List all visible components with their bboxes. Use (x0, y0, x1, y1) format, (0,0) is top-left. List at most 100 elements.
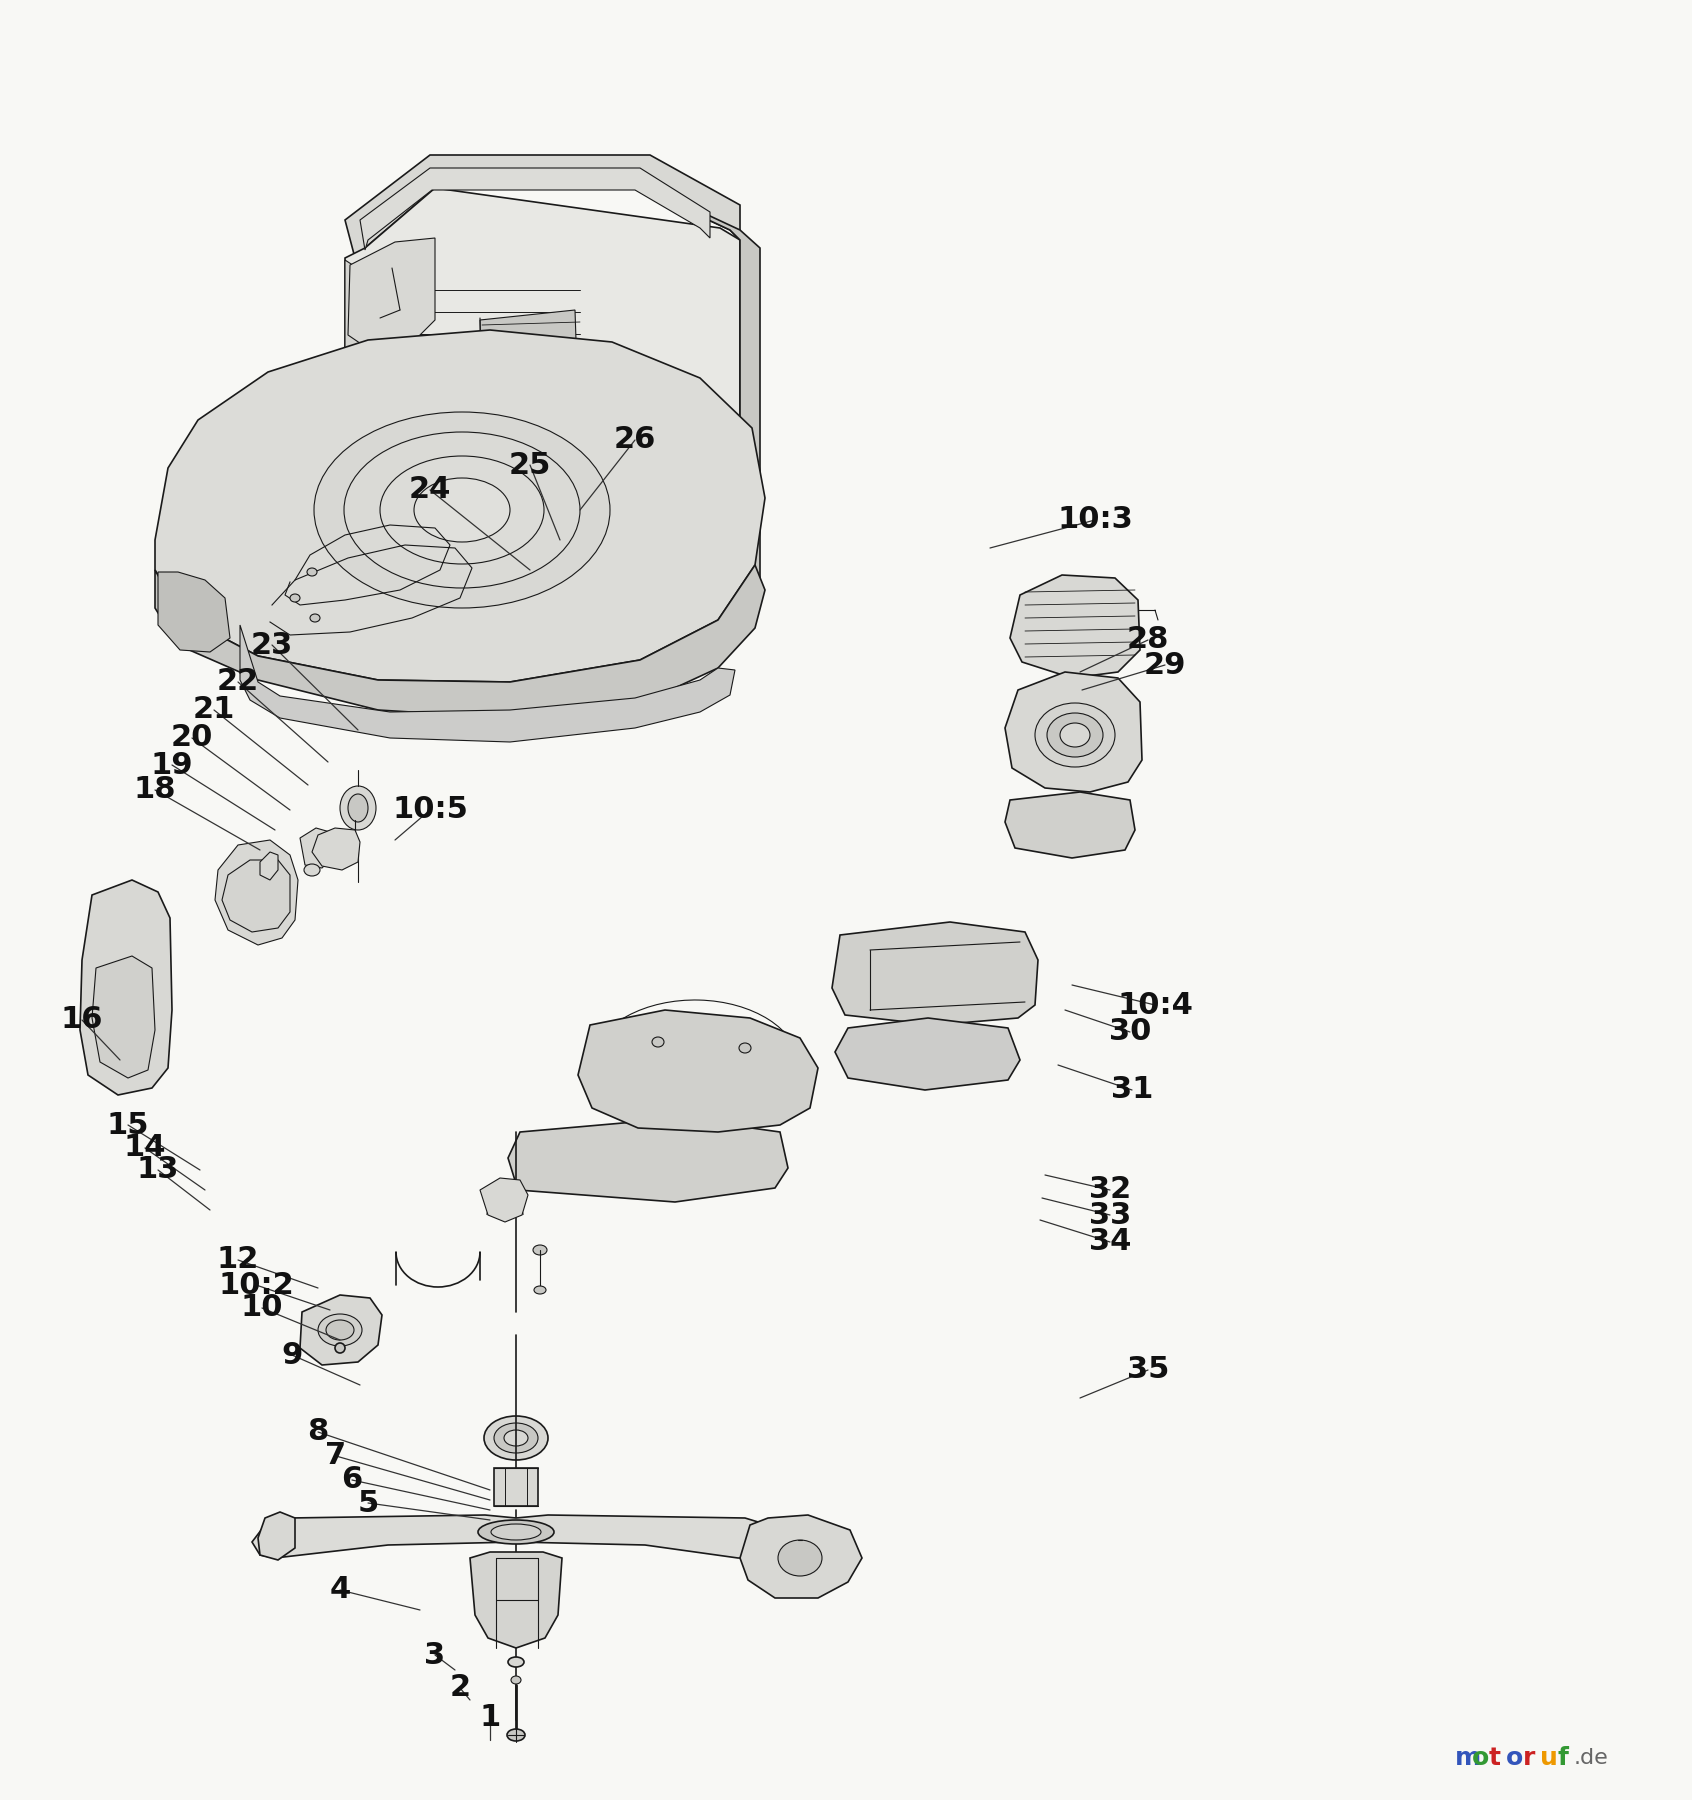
Bar (494, 1469, 538, 1507)
Text: .de: .de (1574, 1748, 1609, 1768)
Ellipse shape (535, 1285, 547, 1294)
Text: 24: 24 (409, 475, 452, 504)
Text: 25: 25 (509, 450, 552, 479)
Ellipse shape (305, 864, 320, 877)
Text: o: o (1472, 1746, 1489, 1769)
Polygon shape (91, 956, 156, 1078)
Ellipse shape (381, 455, 545, 563)
Text: 19: 19 (151, 751, 193, 779)
Text: 31: 31 (1112, 1075, 1154, 1105)
Text: o: o (1506, 1746, 1523, 1769)
Ellipse shape (327, 1319, 354, 1339)
Polygon shape (579, 1010, 817, 1132)
Text: 30: 30 (1108, 1017, 1151, 1046)
Text: 10:3: 10:3 (1058, 506, 1134, 535)
Polygon shape (156, 329, 765, 682)
Polygon shape (360, 167, 711, 250)
Ellipse shape (651, 1037, 663, 1048)
Polygon shape (440, 385, 486, 463)
Ellipse shape (415, 479, 509, 542)
Ellipse shape (310, 614, 320, 623)
Ellipse shape (343, 432, 580, 589)
Polygon shape (1005, 792, 1135, 859)
Polygon shape (834, 1019, 1020, 1091)
Text: 18: 18 (134, 776, 176, 805)
Text: 29: 29 (1144, 650, 1186, 679)
Ellipse shape (318, 1314, 362, 1346)
Ellipse shape (508, 1658, 525, 1667)
Polygon shape (156, 565, 765, 718)
Polygon shape (222, 860, 289, 932)
Text: 3: 3 (425, 1640, 445, 1670)
Text: 28: 28 (1127, 626, 1169, 655)
Ellipse shape (335, 1343, 345, 1354)
Polygon shape (240, 625, 734, 742)
Polygon shape (157, 572, 230, 652)
Polygon shape (1010, 574, 1140, 679)
Ellipse shape (315, 412, 611, 608)
Ellipse shape (1047, 713, 1103, 758)
Polygon shape (481, 1177, 528, 1222)
Polygon shape (349, 238, 435, 349)
Text: t: t (1489, 1746, 1501, 1769)
Text: 10:4: 10:4 (1117, 990, 1193, 1019)
Ellipse shape (508, 1730, 525, 1741)
Polygon shape (640, 187, 760, 596)
Ellipse shape (1036, 704, 1115, 767)
Text: 9: 9 (281, 1341, 303, 1370)
Ellipse shape (778, 1541, 822, 1577)
Polygon shape (299, 828, 332, 868)
Ellipse shape (511, 1676, 521, 1685)
Ellipse shape (504, 1429, 528, 1445)
Ellipse shape (494, 1424, 538, 1453)
Text: 35: 35 (1127, 1355, 1169, 1384)
Text: 10: 10 (240, 1294, 283, 1323)
Text: 10:2: 10:2 (218, 1271, 294, 1300)
Polygon shape (345, 155, 739, 257)
Text: 5: 5 (357, 1489, 379, 1517)
Polygon shape (481, 310, 582, 529)
Ellipse shape (1059, 724, 1090, 747)
Text: 12: 12 (217, 1246, 259, 1274)
Ellipse shape (306, 569, 316, 576)
Text: 34: 34 (1090, 1228, 1132, 1256)
Text: 10:5: 10:5 (393, 796, 469, 824)
Text: 22: 22 (217, 668, 259, 697)
Ellipse shape (340, 787, 376, 830)
Text: 14: 14 (124, 1134, 166, 1163)
Ellipse shape (491, 1525, 541, 1541)
Text: f: f (1557, 1746, 1568, 1769)
Polygon shape (252, 1516, 768, 1559)
Text: 23: 23 (250, 630, 293, 659)
Polygon shape (299, 1294, 382, 1364)
Text: 15: 15 (107, 1111, 149, 1139)
Text: 32: 32 (1090, 1175, 1132, 1204)
Text: 8: 8 (308, 1418, 328, 1447)
Ellipse shape (349, 794, 367, 823)
Text: 4: 4 (330, 1575, 350, 1604)
Polygon shape (508, 1118, 788, 1202)
Text: 21: 21 (193, 695, 235, 724)
Text: 33: 33 (1090, 1201, 1132, 1229)
Text: 13: 13 (137, 1156, 179, 1184)
Text: 6: 6 (342, 1465, 362, 1494)
Polygon shape (832, 922, 1037, 1024)
Polygon shape (345, 187, 739, 580)
Text: m: m (1455, 1746, 1480, 1769)
Ellipse shape (533, 1246, 547, 1255)
Polygon shape (386, 418, 435, 464)
Polygon shape (80, 880, 173, 1094)
Ellipse shape (739, 1042, 751, 1053)
Ellipse shape (289, 594, 299, 601)
Text: r: r (1523, 1746, 1535, 1769)
Text: 16: 16 (61, 1006, 103, 1035)
Text: u: u (1540, 1746, 1558, 1769)
Polygon shape (345, 259, 389, 560)
Text: 20: 20 (171, 724, 213, 752)
Polygon shape (261, 851, 277, 880)
Polygon shape (1005, 671, 1142, 792)
Text: 26: 26 (614, 425, 656, 454)
Text: 2: 2 (450, 1674, 470, 1703)
Polygon shape (257, 1512, 294, 1561)
Polygon shape (311, 828, 360, 869)
